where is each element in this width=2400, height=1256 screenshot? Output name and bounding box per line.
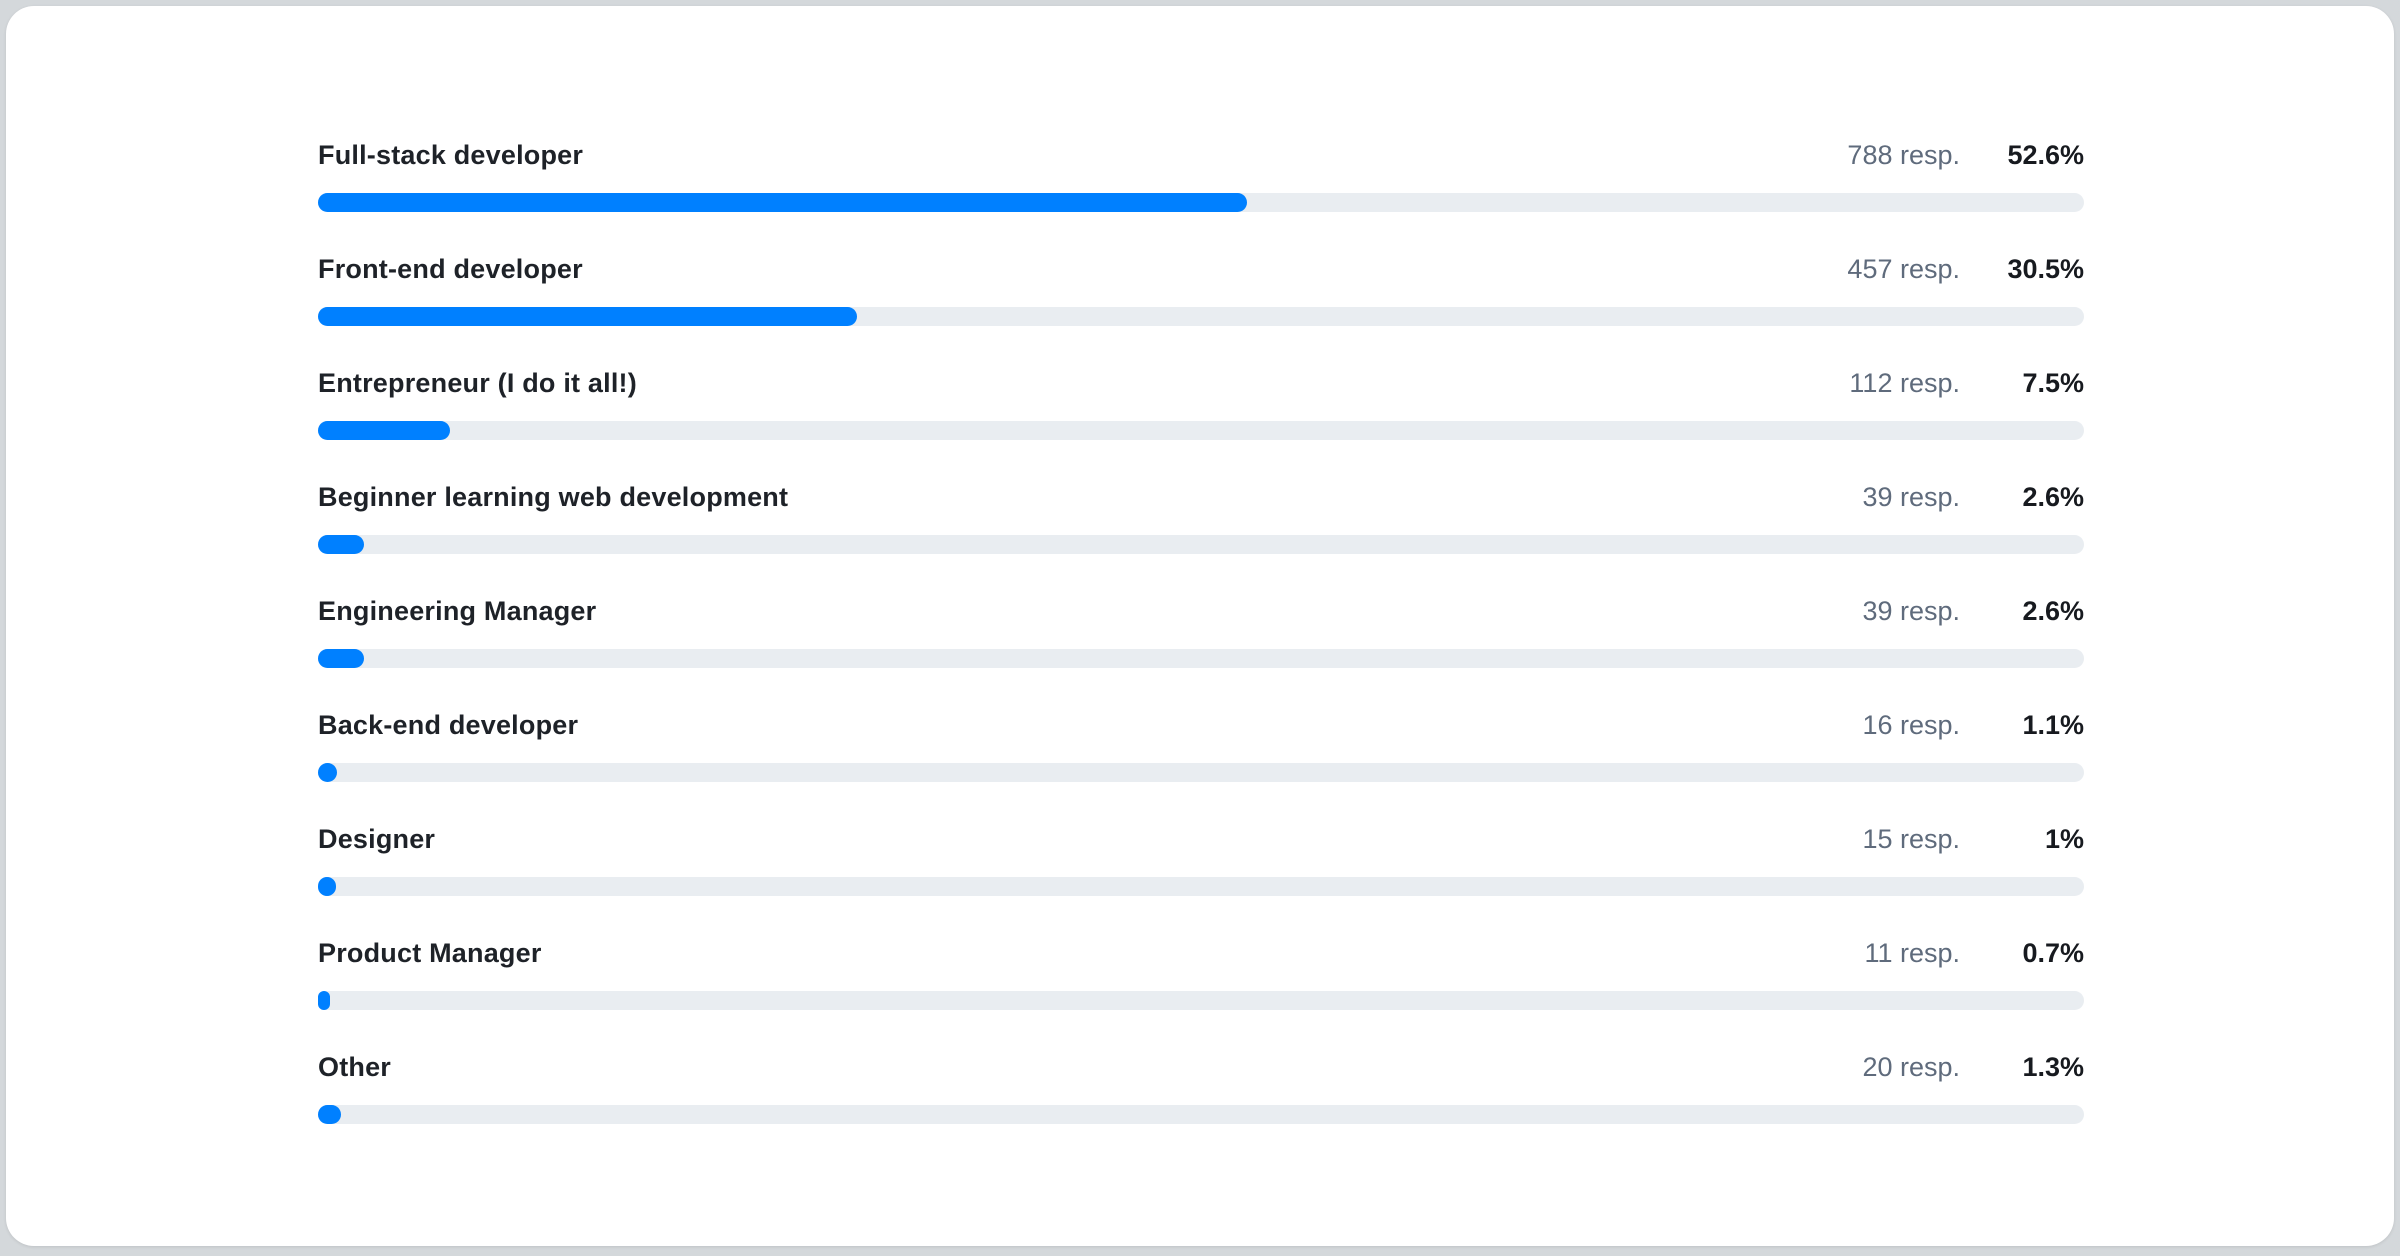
percent-value: 2.6% [2022, 482, 2084, 512]
survey-row-header: Other 20 resp. 1.3% [318, 1047, 2084, 1087]
role-label: Front-end developer [318, 254, 583, 284]
survey-row: Beginner learning web development 39 res… [318, 477, 2084, 554]
survey-row-header: Beginner learning web development 39 res… [318, 477, 2084, 517]
responses-count: 39 resp. [1862, 596, 1960, 626]
role-label: Back-end developer [318, 710, 579, 740]
survey-row: Entrepreneur (I do it all!) 112 resp. 7.… [318, 363, 2084, 440]
progress-bar-fill [318, 307, 857, 326]
progress-bar-track [318, 877, 2084, 896]
survey-row: Designer 15 resp. 1% [318, 819, 2084, 896]
responses-count: 20 resp. [1862, 1052, 1960, 1082]
progress-bar-fill [318, 535, 364, 554]
progress-bar-fill [318, 877, 336, 896]
percent-value: 1% [2044, 824, 2084, 854]
row-values-group: 20 resp. 1.3% [1862, 1047, 2084, 1087]
percent-value: 1.1% [2022, 710, 2084, 740]
progress-bar-fill [318, 193, 1247, 212]
progress-bar-track [318, 763, 2084, 782]
role-label: Engineering Manager [318, 596, 597, 626]
progress-bar-fill [318, 1105, 341, 1124]
survey-row: Full-stack developer 788 resp. 52.6% [318, 135, 2084, 212]
percent-value: 7.5% [2022, 368, 2084, 398]
progress-bar-track [318, 421, 2084, 440]
row-values-group: 39 resp. 2.6% [1862, 477, 2084, 517]
percent-value: 1.3% [2022, 1052, 2084, 1082]
row-values-group: 39 resp. 2.6% [1862, 591, 2084, 631]
role-label: Product Manager [318, 938, 542, 968]
survey-row-header: Designer 15 resp. 1% [318, 819, 2084, 859]
row-values-group: 788 resp. 52.6% [1847, 135, 2084, 175]
survey-row: Front-end developer 457 resp. 30.5% [318, 249, 2084, 326]
survey-results-card: Full-stack developer 788 resp. 52.6% Fro… [6, 6, 2394, 1246]
role-label: Entrepreneur (I do it all!) [318, 368, 637, 398]
percent-value: 0.7% [2022, 938, 2084, 968]
progress-bar-track [318, 991, 2084, 1010]
survey-row: Back-end developer 16 resp. 1.1% [318, 705, 2084, 782]
percent-value: 52.6% [2007, 140, 2084, 170]
survey-row-header: Entrepreneur (I do it all!) 112 resp. 7.… [318, 363, 2084, 403]
responses-count: 11 resp. [1864, 938, 1960, 968]
progress-bar-track [318, 649, 2084, 668]
role-label: Designer [318, 824, 436, 854]
responses-count: 788 resp. [1847, 140, 1960, 170]
survey-row: Engineering Manager 39 resp. 2.6% [318, 591, 2084, 668]
survey-rows-container: Full-stack developer 788 resp. 52.6% Fro… [6, 6, 2394, 1124]
progress-bar-track [318, 535, 2084, 554]
role-label: Other [318, 1052, 392, 1082]
progress-bar-fill [318, 991, 331, 1010]
responses-count: 16 resp. [1862, 710, 1960, 740]
responses-count: 15 resp. [1862, 824, 1960, 854]
survey-row-header: Engineering Manager 39 resp. 2.6% [318, 591, 2084, 631]
responses-count: 457 resp. [1847, 254, 1960, 284]
progress-bar-track [318, 193, 2084, 212]
percent-value: 30.5% [2007, 254, 2084, 284]
survey-row: Other 20 resp. 1.3% [318, 1047, 2084, 1124]
responses-count: 112 resp. [1849, 368, 1960, 398]
progress-bar-track [318, 1105, 2084, 1124]
row-values-group: 11 resp. 0.7% [1864, 933, 2084, 973]
survey-row-header: Front-end developer 457 resp. 30.5% [318, 249, 2084, 289]
survey-row-header: Back-end developer 16 resp. 1.1% [318, 705, 2084, 745]
row-values-group: 457 resp. 30.5% [1847, 249, 2084, 289]
progress-bar-fill [318, 421, 451, 440]
percent-value: 2.6% [2022, 596, 2084, 626]
role-label: Beginner learning web development [318, 482, 789, 512]
survey-row-header: Full-stack developer 788 resp. 52.6% [318, 135, 2084, 175]
survey-row-header: Product Manager 11 resp. 0.7% [318, 933, 2084, 973]
role-label: Full-stack developer [318, 140, 584, 170]
progress-bar-fill [318, 763, 338, 782]
row-values-group: 112 resp. 7.5% [1849, 363, 2084, 403]
row-values-group: 15 resp. 1% [1862, 819, 2084, 859]
progress-bar-track [318, 307, 2084, 326]
progress-bar-fill [318, 649, 364, 668]
survey-row: Product Manager 11 resp. 0.7% [318, 933, 2084, 1010]
row-values-group: 16 resp. 1.1% [1862, 705, 2084, 745]
responses-count: 39 resp. [1862, 482, 1960, 512]
